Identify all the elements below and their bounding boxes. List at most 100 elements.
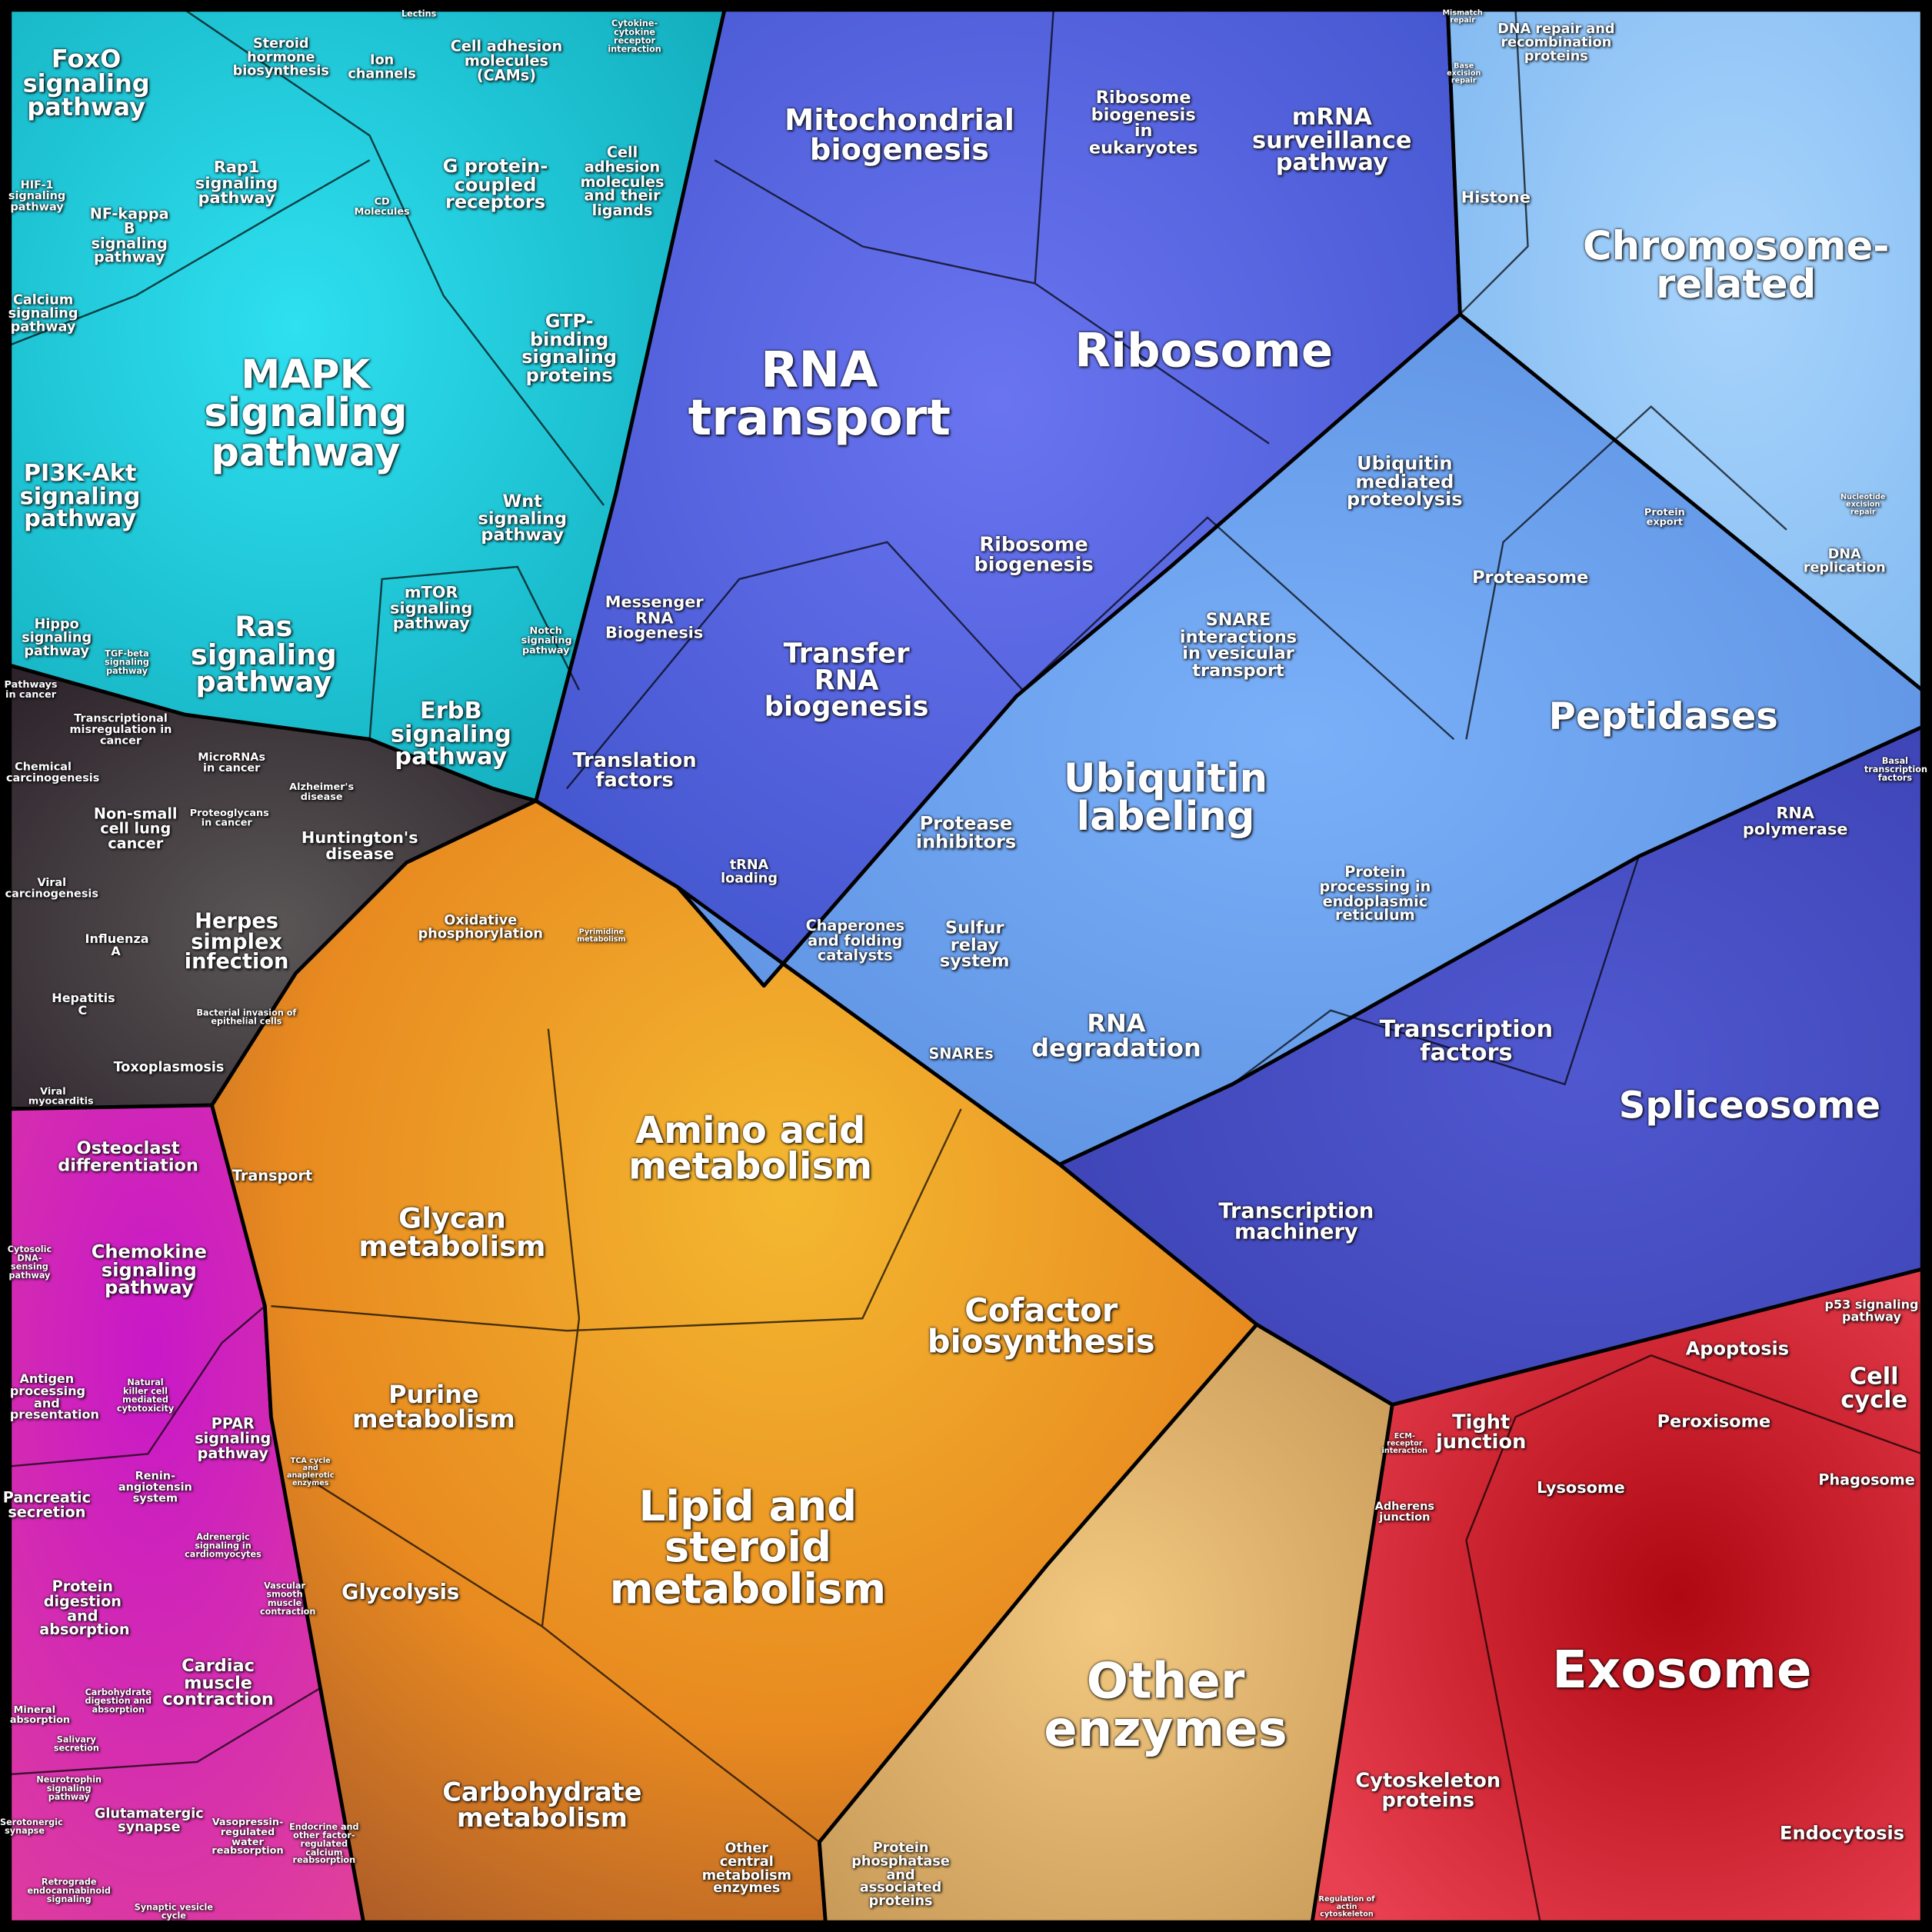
region-label: ECM-receptor interaction (1381, 1431, 1428, 1455)
region-label: Cytoskeleton proteins (1355, 1768, 1501, 1812)
region-label: Other central metabolism enzymes (701, 1840, 791, 1897)
region-label: NF-kappa B signaling pathway (89, 205, 169, 266)
region-label: Cardiac muscle contraction (162, 1656, 274, 1710)
region-label: Ubiquitin labeling (1063, 754, 1268, 841)
region-label: Chemical carcinogenesis (6, 761, 100, 785)
region-label: Ribosome biogenesis in eukaryotes (1088, 88, 1198, 159)
region-label: Viral carcinogenesis (5, 877, 98, 901)
region-label: Chromosome-related (1583, 222, 1890, 308)
region-label: Peroxisome (1657, 1412, 1771, 1432)
region-label: Chemokine signaling pathway (91, 1241, 207, 1300)
region-label: Protein processing in endoplasmic reticu… (1319, 863, 1431, 924)
region-label: MAPK signaling pathway (204, 351, 408, 475)
region-label: Cell cycle (1840, 1363, 1908, 1414)
region-label: Wnt signaling pathway (478, 491, 568, 546)
region-label: Adherens junction (1374, 1501, 1434, 1524)
region-label: Tight junction (1435, 1410, 1527, 1453)
cell-border (1021, 516, 1455, 741)
region-label: Nucleotide excision repair (1840, 493, 1886, 517)
region-label: Regulation of actin cytoskeleton (1318, 1895, 1375, 1919)
region-label: Mitochondrial biogenesis (784, 102, 1014, 167)
cell-border (9, 159, 371, 346)
region-label: Glutamatergic synapse (94, 1805, 204, 1835)
region-label: Phagosome (1818, 1471, 1915, 1489)
region-label: Pyrimidine metabolism (577, 928, 626, 944)
region-label: Lectins (401, 9, 437, 19)
region-label: Cytosolic DNA-sensing pathway (7, 1244, 52, 1281)
region-label: p53 signaling pathway (1824, 1298, 1919, 1325)
cell-border (1459, 9, 1529, 315)
region-label: Spliceosome (1618, 1084, 1881, 1128)
region-label: Sulfur relay system (939, 918, 1010, 972)
region-label: Exosome (1551, 1639, 1812, 1700)
region-label: Hippo signaling pathway (22, 615, 92, 659)
cell-border (9, 1687, 321, 1776)
region-label: RNA polymerase (1742, 804, 1848, 839)
region-label: Basal transcription factors (1864, 756, 1927, 783)
region-label: Cofactor biosynthesis (927, 1293, 1155, 1362)
region-label: RNA transport (688, 342, 951, 448)
region-label: Pancreatic secretion (2, 1488, 92, 1521)
region-label: MicroRNAs in cancer (198, 751, 266, 775)
region-label: Bacterial invasion of epithelial cells (196, 1008, 297, 1027)
region-label: PPAR signaling pathway (195, 1414, 271, 1461)
region-label: Lysosome (1537, 1479, 1625, 1498)
region-label: Transcription factors (1379, 1015, 1554, 1066)
region-label: Translation factors (572, 748, 697, 791)
region-label: Serotonergic synapse (0, 1817, 63, 1837)
region-label: RNA degradation (1031, 1008, 1201, 1062)
region-label: Messenger RNA Biogenesis (605, 594, 704, 644)
region-label: mTOR signaling pathway (390, 584, 473, 635)
region-label: Viral myocarditis (28, 1085, 94, 1107)
region-label: HIF-1 signaling pathway (8, 179, 66, 214)
region-label: Ion channels (348, 52, 416, 82)
region-label: Cell adhesion molecules and their ligand… (580, 143, 665, 219)
region-label: Non-small cell lung cancer (93, 804, 178, 851)
region-label: Mineral absorption (9, 1704, 71, 1725)
cell-border (368, 565, 581, 740)
region-label: Rap1 signaling pathway (195, 158, 278, 209)
region-label: Antigen processing and presentation (9, 1373, 99, 1424)
cell-border (714, 159, 1035, 285)
region-label: Alzheimer's disease (289, 781, 355, 802)
region-label: Renin-angiotensin system (118, 1471, 192, 1505)
cell-border (1465, 405, 1787, 740)
region-label: Endocrine and other factor-regulated cal… (289, 1822, 359, 1866)
region-label: DNA replication (1803, 546, 1886, 576)
region-label: Calcium signaling pathway (8, 291, 78, 335)
region-label: Influenza A (85, 933, 149, 959)
region-label: Glycolysis (341, 1580, 460, 1605)
cell-border (271, 1108, 962, 1332)
region-label: Transcriptional misregulation in cancer (69, 713, 172, 748)
region-label: Salivary secretion (53, 1734, 99, 1754)
region-label: PI3K-Akt signaling pathway (19, 459, 141, 533)
region-label: Transport (232, 1167, 313, 1184)
region-label: Transcription machinery (1218, 1199, 1374, 1245)
region-label: Retrograde endocannabinoid signaling (27, 1877, 111, 1904)
region-label: Protein phosphatase and associated prote… (851, 1839, 950, 1909)
region-label: Osteoclast differentiation (58, 1138, 198, 1176)
region-label: Purine metabolism (352, 1379, 515, 1434)
cell-border (566, 541, 1024, 790)
cell-border (307, 1477, 543, 1627)
region-label: Carbohydrate metabolism (442, 1777, 642, 1833)
region-label: Vascular smooth muscle contraction (260, 1581, 316, 1617)
region-label: Herpes simplex infection (184, 909, 289, 975)
region-label: DNA repair and recombination proteins (1497, 20, 1615, 64)
region-label: Adrenergic signaling in cardiomyocytes (185, 1532, 261, 1560)
region-label: Ribosome (1074, 323, 1334, 378)
region-label: Notch signaling pathway (521, 625, 572, 656)
region-label: Ras signaling pathway (190, 611, 337, 699)
region-label: Ubiquitin mediated proteolysis (1347, 451, 1463, 511)
region-label: Glycan metabolism (358, 1203, 546, 1264)
region-label: Histone (1461, 189, 1531, 208)
cell-border (1231, 856, 1640, 1086)
region-label: Ribosome biogenesis (974, 532, 1094, 576)
region-label: Endocytosis (1780, 1821, 1905, 1844)
region-label: Amino acid metabolism (628, 1109, 873, 1189)
region-label: Proteoglycans in cancer (189, 807, 269, 828)
region-label: Oxidative phosphorylation (418, 911, 543, 941)
